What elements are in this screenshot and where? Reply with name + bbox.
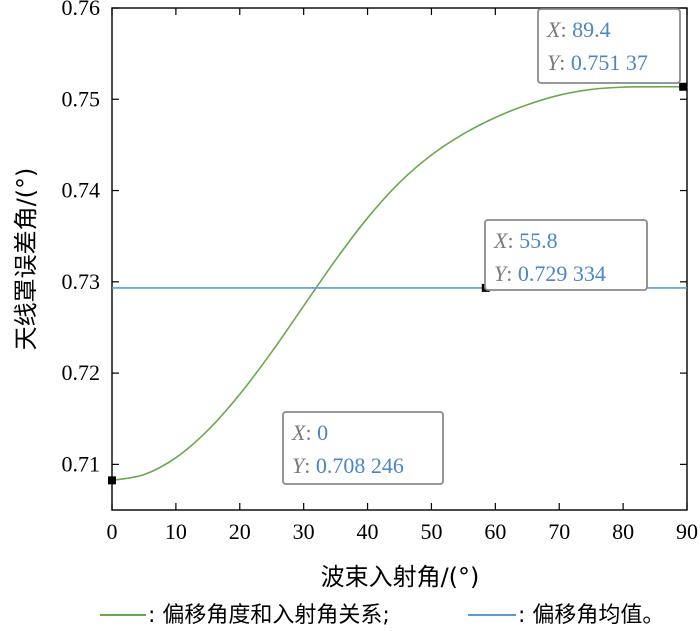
datatip-key: X: [546, 17, 562, 42]
y-axis-label: 天线罩误差角/(°): [12, 168, 40, 351]
datatip-frame: [484, 219, 648, 291]
x-tick-label: 40: [357, 519, 379, 544]
datatip-line: X: 0: [291, 420, 328, 445]
datatip-colon: :: [560, 17, 572, 42]
datatip-colon: :: [506, 261, 518, 286]
datatip-colon: :: [559, 50, 571, 75]
y-tick-label: 0.71: [62, 451, 101, 476]
datatip-value: 0.729 334: [518, 261, 606, 286]
datatip-frame: [537, 8, 681, 84]
y-tick-label: 0.76: [62, 0, 101, 20]
x-tick-label: 70: [548, 519, 570, 544]
y-axis-ticks: 0.71 0.72 0.73 0.74 0.75 0.76: [62, 0, 687, 476]
x-axis-label: 波束入射角/(°): [321, 563, 480, 591]
datatip-line: Y: 0.751 37: [547, 50, 648, 75]
x-tick-label: 80: [612, 519, 634, 544]
x-tick-label: 60: [484, 519, 506, 544]
datatip-key: X: [291, 420, 307, 445]
datatip-line: X: 55.8: [493, 228, 558, 253]
y-tick-label: 0.72: [62, 360, 101, 385]
datatip-box: X: 55.8 Y: 0.729 334: [484, 219, 648, 291]
datatip-line: Y: 0.708 246: [292, 453, 404, 478]
y-tick-label: 0.75: [62, 86, 101, 111]
datatip-box: X: 0Y: 0.708 246: [282, 411, 444, 485]
datatip-key: Y: [547, 50, 562, 75]
datatip-colon: :: [507, 228, 519, 253]
x-tick-label: 30: [293, 519, 315, 544]
datatip-value: 0.708 246: [316, 453, 404, 478]
datatip-frame: [282, 411, 444, 485]
datatip-key: Y: [494, 261, 509, 286]
relation-curve: [111, 85, 688, 482]
datatip-value: 55.8: [519, 228, 558, 253]
legend-label: : 偏移角度和入射角关系;: [148, 603, 390, 628]
legend-label: : 偏移角均值。: [518, 603, 664, 628]
x-tick-label: 20: [229, 519, 251, 544]
legend-item: : 偏移角均值。: [468, 603, 664, 628]
x-tick-label: 50: [420, 519, 442, 544]
datatip-value: 0.751 37: [571, 50, 648, 75]
datatip-value: 0: [317, 420, 328, 445]
datatip-colon: :: [305, 420, 317, 445]
datatip-line: X: 89.4: [546, 17, 611, 42]
x-axis-ticks: 0 10 20 30 40 50 60 70 80 90: [107, 8, 698, 544]
datatip-line: Y: 0.729 334: [494, 261, 606, 286]
x-tick-label: 90: [676, 519, 698, 544]
datatip-key: X: [493, 228, 509, 253]
datatip-marker: [108, 476, 116, 485]
datatip-colon: :: [304, 453, 316, 478]
legend-item: : 偏移角度和入射角关系;: [100, 603, 390, 628]
datatip-key: Y: [292, 453, 307, 478]
x-tick-label: 0: [107, 519, 118, 544]
datatip-value: 89.4: [572, 17, 611, 42]
datatip-marker: [679, 82, 688, 91]
datatip-box: X: 89.4 Y: 0.751 37: [537, 8, 681, 84]
x-tick-label: 10: [165, 519, 187, 544]
y-tick-label: 0.74: [62, 178, 101, 203]
legend: : 偏移角度和入射角关系; : 偏移角均值。: [100, 603, 664, 628]
y-tick-label: 0.73: [62, 269, 101, 294]
